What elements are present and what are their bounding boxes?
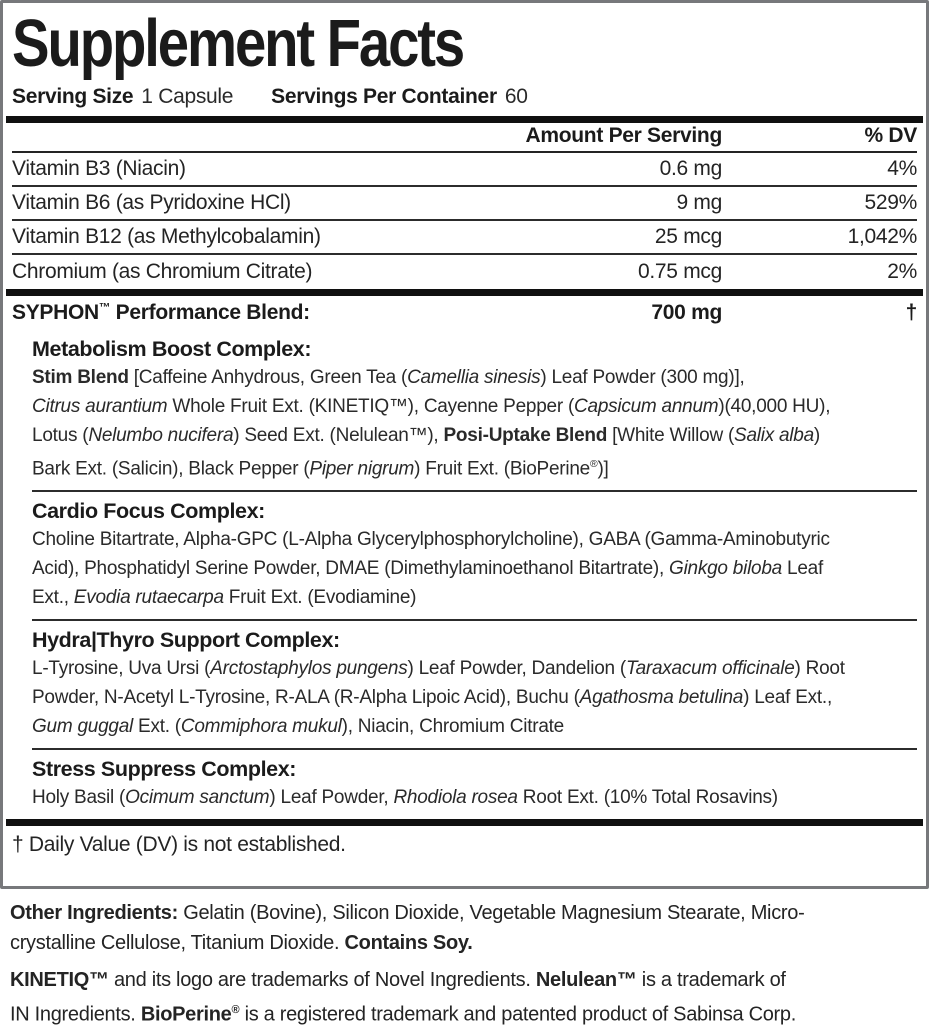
nutrient-amount: 0.6 mg — [659, 157, 723, 180]
blend-complex-section: Stress Suppress Complex: Holy Basil (Oci… — [32, 748, 917, 819]
complex-ingredient-lines: Stim Blend [Caffeine Anhydrous, Green Te… — [32, 363, 917, 483]
blend-complex-section: Hydra|Thyro Support Complex: L-Tyrosine,… — [32, 619, 917, 748]
complex-ingredient-lines: Choline Bitartrate, Alpha-GPC (L-Alpha G… — [32, 525, 917, 612]
blend-amount: 700 mg — [651, 301, 722, 324]
ingredient-line: Ext., Evodia rutaecarpa Fruit Ext. (Evod… — [32, 587, 417, 609]
nutrient-amount: 0.75 mcg — [638, 260, 722, 283]
nutrient-name: Vitamin B3 (Niacin) — [12, 157, 186, 180]
servings-per-container-value: 60 — [504, 85, 528, 108]
ingredient-line: Gum guggal Ext. (Commiphora mukul), Niac… — [32, 716, 564, 738]
nutrient-dv: 4% — [887, 157, 917, 180]
ingredient-line: Holy Basil (Ocimum sanctum) Leaf Powder,… — [32, 787, 778, 809]
complex-header: Cardio Focus Complex: — [32, 499, 265, 524]
nutrient-row: Chromium (as Chromium Citrate) 0.75 mcg … — [12, 255, 917, 289]
ingredient-line: Choline Bitartrate, Alpha-GPC (L-Alpha G… — [32, 529, 830, 551]
nutrient-row: Vitamin B3 (Niacin) 0.6 mg 4% — [12, 153, 917, 187]
nutrient-amount: 25 mcg — [654, 225, 722, 248]
blend-complexes: Metabolism Boost Complex: Stim Blend [Ca… — [32, 330, 917, 819]
thick-rule-mid — [6, 289, 923, 296]
ingredient-line: Powder, N-Acetyl L-Tyrosine, R-ALA (R-Al… — [32, 687, 832, 709]
other-ingredients-line: Other Ingredients: Gelatin (Bovine), Sil… — [10, 902, 805, 924]
complex-header: Hydra|Thyro Support Complex: — [32, 628, 340, 653]
serving-info: Serving Size 1 Capsule Servings Per Contai… — [12, 82, 917, 116]
panel-title: Supplement Facts — [12, 6, 465, 81]
daily-value-footnote: † Daily Value (DV) is not established. — [12, 833, 346, 857]
nutrient-name: Vitamin B12 (as Methylcobalamin) — [12, 225, 321, 248]
nutrient-row: Vitamin B12 (as Methylcobalamin) 25 mcg … — [12, 221, 917, 255]
nutrient-dv: 529% — [864, 191, 917, 214]
nutrient-row: Vitamin B6 (as Pyridoxine HCl) 9 mg 529% — [12, 187, 917, 221]
nutrient-table: Vitamin B3 (Niacin) 0.6 mg 4% Vitamin B6… — [12, 153, 917, 289]
percent-dv-header: % DV — [864, 124, 918, 147]
blend-name: SYPHON™ Performance Blend: — [12, 301, 310, 324]
other-ingredients-paragraph: Other Ingredients: Gelatin (Bovine), Sil… — [10, 898, 919, 958]
other-ingredients-line: crystalline Cellulose, Titanium Dioxide.… — [10, 932, 473, 954]
column-header-row: Amount Per Serving % DV — [12, 123, 917, 153]
below-panel-text: Other Ingredients: Gelatin (Bovine), Sil… — [0, 889, 929, 1030]
nutrient-dv: 2% — [887, 260, 917, 283]
trademark-paragraph: KINETIQ™ and its logo are trademarks of … — [10, 965, 919, 1030]
serving-size-label: Serving Size — [12, 85, 134, 108]
trademark-line: KINETIQ™ and its logo are trademarks of … — [10, 969, 786, 991]
ingredient-line: Acid), Phosphatidyl Serine Powder, DMAE … — [32, 558, 824, 580]
ingredient-line: Stim Blend [Caffeine Anhydrous, Green Te… — [32, 367, 745, 388]
thick-rule-top — [6, 116, 923, 123]
nutrient-amount: 9 mg — [676, 191, 723, 214]
ingredient-line: Bark Ext. (Salicin), Black Pepper (Piper… — [32, 458, 609, 480]
nutrient-dv: 1,042% — [847, 225, 918, 248]
supplement-facts-panel: Supplement Facts Serving Size 1 Capsule Se… — [0, 0, 929, 889]
nutrient-name: Vitamin B6 (as Pyridoxine HCl) — [12, 191, 291, 214]
ingredient-line: Lotus (Nelumbo nucifera) Seed Ext. (Nelu… — [32, 425, 820, 446]
complex-header: Stress Suppress Complex: — [32, 757, 297, 782]
complex-header: Metabolism Boost Complex: — [32, 337, 312, 361]
servings-per-container-label: Servings Per Container — [271, 85, 497, 108]
complex-ingredient-lines: Holy Basil (Ocimum sanctum) Leaf Powder,… — [32, 783, 917, 812]
complex-ingredient-lines: L-Tyrosine, Uva Ursi (Arctostaphylos pun… — [32, 654, 917, 741]
amount-per-serving-header: Amount Per Serving — [525, 124, 723, 147]
nutrient-name: Chromium (as Chromium Citrate) — [12, 260, 313, 283]
thick-rule-bottom — [6, 819, 923, 827]
performance-blend-row: SYPHON™ Performance Blend: 700 mg † — [12, 296, 917, 330]
trademark-line: IN Ingredients. BioPerine® is a register… — [10, 1003, 797, 1026]
serving-size-value: 1 Capsule — [141, 85, 234, 108]
ingredient-line: L-Tyrosine, Uva Ursi (Arctostaphylos pun… — [32, 658, 845, 680]
blend-complex-section: Metabolism Boost Complex: Stim Blend [Ca… — [32, 330, 917, 490]
blend-dv-dagger: † — [905, 301, 918, 324]
blend-complex-section: Cardio Focus Complex: Choline Bitartrate… — [32, 490, 917, 619]
ingredient-line: Citrus aurantium Whole Fruit Ext. (KINET… — [32, 396, 831, 417]
